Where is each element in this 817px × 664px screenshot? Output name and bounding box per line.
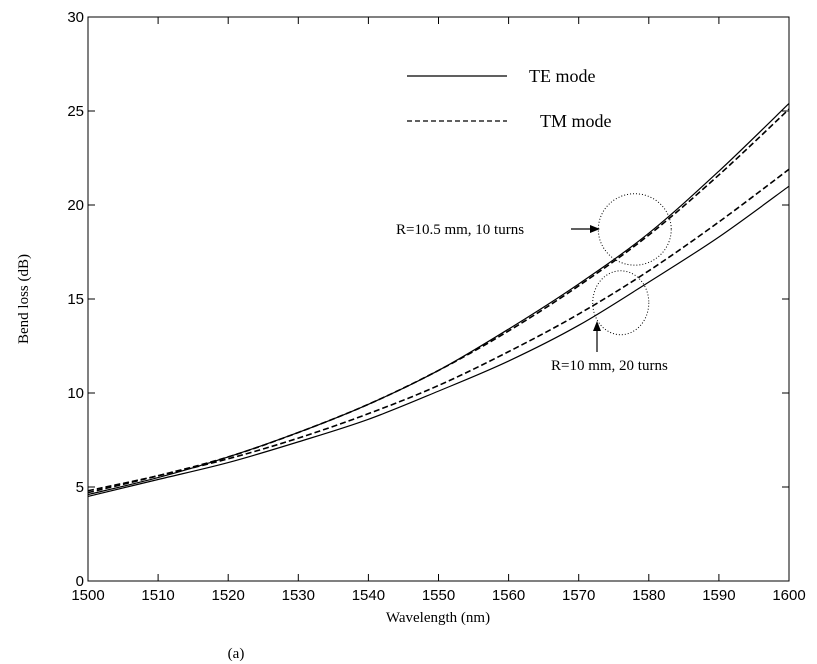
- y-tick-label-30: 30: [67, 9, 84, 26]
- x-tick-label-1590: 1590: [702, 587, 735, 604]
- plot-frame: [87, 16, 790, 582]
- legend-label-tm: TM mode: [540, 111, 612, 131]
- legend-label-te: TE mode: [529, 66, 595, 86]
- annotation-ellipse-upper: [597, 193, 672, 266]
- y-tick-label-20: 20: [67, 197, 84, 214]
- x-tick-label-1520: 1520: [212, 587, 245, 604]
- x-tick-label-1540: 1540: [352, 587, 385, 604]
- annotation-arrowhead-upper: [590, 225, 600, 233]
- x-tick-label-1550: 1550: [422, 587, 455, 604]
- tick-labels: 1500 1510 1520 1530 1540 1550 1560 1570 1580 1590…: [67, 9, 805, 604]
- series-line-tm-3: [87, 168, 790, 492]
- x-tick-label-1500: 1500: [71, 587, 104, 604]
- y-tick-label-15: 15: [67, 291, 84, 308]
- series-line-te-2: [87, 185, 790, 497]
- x-tick-label-1530: 1530: [282, 587, 315, 604]
- x-tick-label-1570: 1570: [562, 587, 595, 604]
- annotation-arrowhead-lower: [593, 321, 601, 331]
- annotation-ellipse-lower: [592, 270, 650, 336]
- x-tick-label-1580: 1580: [632, 587, 665, 604]
- series-line-te-0: [87, 103, 790, 496]
- legend: TE mode TM mode: [407, 66, 612, 131]
- annotation-label-lower: R=10 mm, 20 turns: [551, 358, 668, 374]
- series-line-tm-1: [87, 108, 790, 494]
- data-series: [87, 103, 790, 497]
- y-axis-title: Bend loss (dB): [16, 254, 32, 344]
- figure-caption: (a): [228, 646, 245, 662]
- y-tick-label-5: 5: [76, 479, 84, 496]
- y-tick-label-0: 0: [76, 573, 84, 590]
- axis-ticks: [87, 16, 790, 582]
- x-axis-title: Wavelength (nm): [386, 610, 490, 626]
- x-tick-label-1560: 1560: [492, 587, 525, 604]
- x-tick-label-1510: 1510: [141, 587, 174, 604]
- y-tick-label-25: 25: [67, 103, 84, 120]
- annotation-label-upper: R=10.5 mm, 10 turns: [396, 222, 524, 238]
- annotations: R=10.5 mm, 10 turns R=10 mm, 20 turns: [396, 193, 672, 374]
- x-tick-label-1600: 1600: [772, 587, 805, 604]
- y-tick-label-10: 10: [67, 385, 84, 402]
